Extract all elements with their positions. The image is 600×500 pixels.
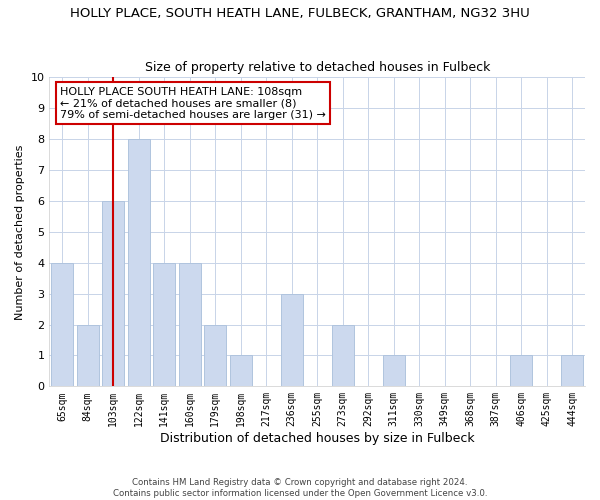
Bar bbox=[562, 356, 583, 386]
Bar bbox=[179, 263, 200, 386]
Bar bbox=[281, 294, 302, 386]
Bar bbox=[511, 356, 532, 386]
Bar bbox=[154, 263, 175, 386]
Bar bbox=[52, 263, 73, 386]
Text: HOLLY PLACE SOUTH HEATH LANE: 108sqm
← 21% of detached houses are smaller (8)
79: HOLLY PLACE SOUTH HEATH LANE: 108sqm ← 2… bbox=[60, 86, 326, 120]
Bar bbox=[383, 356, 404, 386]
Text: Contains HM Land Registry data © Crown copyright and database right 2024.
Contai: Contains HM Land Registry data © Crown c… bbox=[113, 478, 487, 498]
Bar bbox=[77, 324, 98, 386]
Bar bbox=[230, 356, 251, 386]
Title: Size of property relative to detached houses in Fulbeck: Size of property relative to detached ho… bbox=[145, 60, 490, 74]
Bar bbox=[103, 201, 124, 386]
Bar bbox=[128, 139, 149, 386]
X-axis label: Distribution of detached houses by size in Fulbeck: Distribution of detached houses by size … bbox=[160, 432, 475, 445]
Y-axis label: Number of detached properties: Number of detached properties bbox=[15, 144, 25, 320]
Bar bbox=[205, 324, 226, 386]
Text: HOLLY PLACE, SOUTH HEATH LANE, FULBECK, GRANTHAM, NG32 3HU: HOLLY PLACE, SOUTH HEATH LANE, FULBECK, … bbox=[70, 8, 530, 20]
Bar bbox=[332, 324, 353, 386]
